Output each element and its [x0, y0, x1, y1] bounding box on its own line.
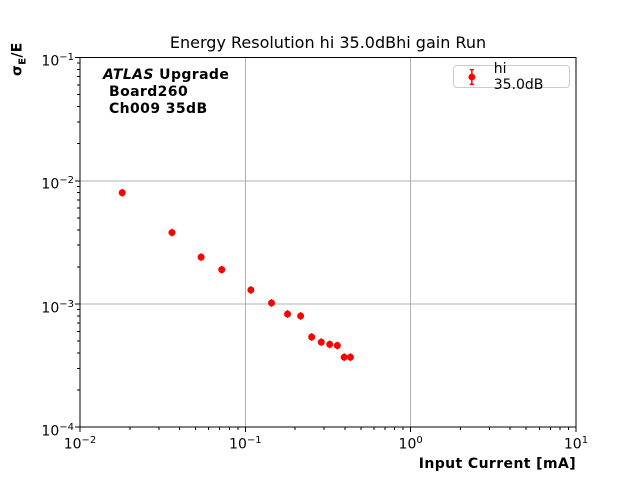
data-point — [218, 266, 226, 274]
y-tick-label: 10−1 — [41, 52, 74, 70]
data-point — [326, 340, 334, 348]
y-tick-label: 10−3 — [41, 298, 74, 317]
x-tick-label: 101 — [563, 435, 589, 453]
ylabel-sigma: σ — [9, 64, 26, 76]
x-tick-label: 10−2 — [63, 435, 97, 453]
chart-title: Energy Resolution hi 35.0dBhi gain Run — [169, 33, 487, 52]
data-point — [346, 353, 354, 361]
x-tick-label: 10−1 — [229, 435, 262, 453]
y-tick-label: 10−4 — [41, 421, 74, 440]
x-axis-label: Input Current [mA] — [418, 456, 576, 472]
data-point — [284, 310, 292, 318]
legend-errorbar-icon — [468, 68, 476, 85]
annotation-block: ATLAS Upgrade Board260 Ch009 35dB — [103, 67, 229, 118]
y-tick-label: 10−2 — [41, 175, 74, 193]
legend: hi 35.0dB — [453, 61, 570, 93]
ylabel-rest: /E — [9, 42, 26, 58]
experiment-suffix: Upgrade — [159, 67, 230, 83]
x-tick-label: 100 — [398, 435, 423, 453]
data-point — [333, 342, 341, 350]
annotation-line-board: Board260 — [109, 84, 189, 100]
data-point — [308, 333, 316, 341]
annotation-line-channel: Ch009 35dB — [109, 101, 208, 117]
experiment-name: ATLAS — [103, 67, 154, 83]
annotation-line-experiment: ATLAS Upgrade — [103, 67, 229, 84]
legend-entry-label: hi 35.0dB — [493, 60, 544, 93]
data-point — [317, 338, 325, 346]
ylabel-subscript: E — [17, 57, 29, 65]
data-point — [340, 353, 348, 361]
data-point — [197, 253, 205, 261]
data-point — [247, 286, 255, 294]
data-point — [118, 189, 126, 197]
axes-frame — [79, 57, 577, 428]
data-point — [168, 229, 176, 237]
data-point — [268, 299, 276, 307]
data-point — [297, 312, 305, 320]
